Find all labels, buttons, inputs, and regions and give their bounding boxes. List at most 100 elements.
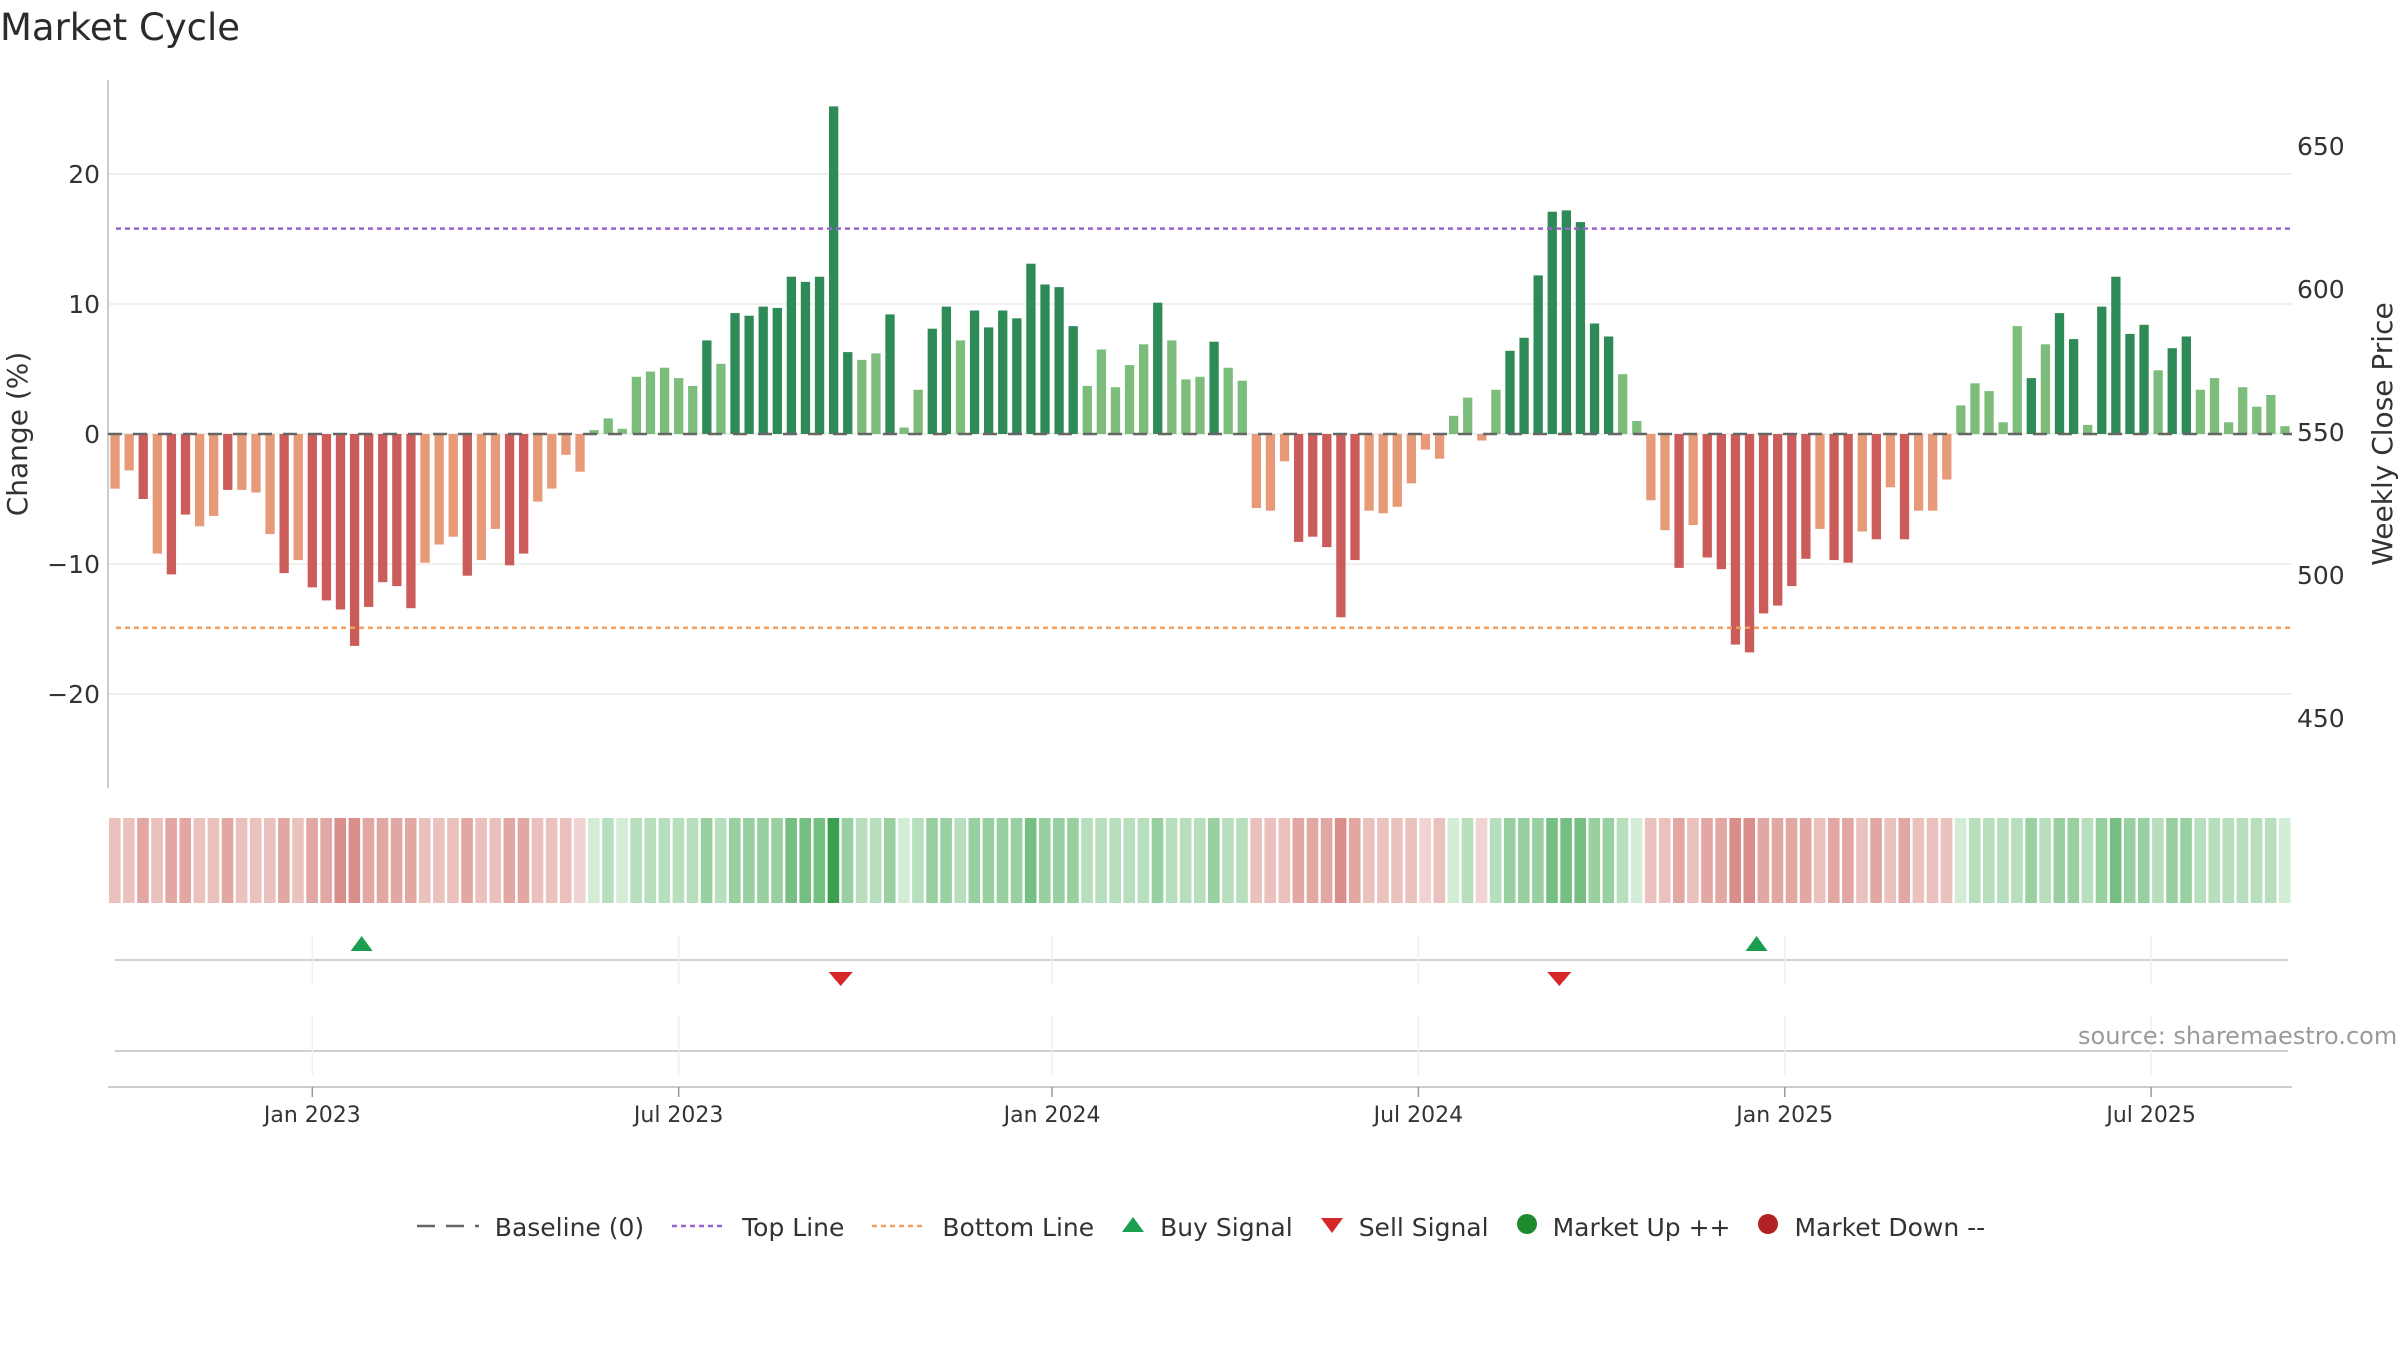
heat-cell [968,818,981,903]
heat-cell [1588,818,1601,903]
heat-cell [2138,818,2150,903]
heat-cell [531,818,544,903]
bar [1660,434,1670,531]
x-tick-label: Jan 2025 [1734,1103,1833,1128]
bar [293,434,303,561]
heat-cell [743,818,755,903]
heat-cell [1024,818,1037,903]
heat-cell [644,818,657,903]
heat-cell [2194,818,2206,903]
bar [1758,434,1769,614]
heat-cell [1363,818,1375,903]
heat-cell [1348,818,1361,903]
bar [1223,367,1233,434]
heat-cell [2166,818,2178,903]
y2-axis-label: Weekly Close Price [2366,302,2399,565]
bar [1012,318,1022,434]
heat-cell [376,818,389,903]
heat-cell [193,818,206,903]
x-tick-label: Jan 2024 [1002,1103,1101,1128]
bar [1237,380,1247,434]
bar [730,313,740,434]
heat-cell [1884,818,1896,903]
bar [744,315,754,434]
heat-cell [207,818,220,903]
heat-cell [630,818,642,903]
heat-cell [390,818,403,903]
heat-cell [573,818,586,903]
legend: Baseline (0) Top Line Bottom Line Buy Signa… [0,1212,2400,1242]
buy-signal-icon [1120,1213,1146,1242]
bar [1843,434,1853,563]
bar [2209,378,2220,434]
heat-cell [1771,818,1784,903]
heat-cell [1630,818,1643,903]
bar [1110,387,1121,434]
bar [674,378,684,434]
bar [1463,397,1473,434]
x-tick-label: Jul 2024 [1372,1103,1464,1128]
bar [871,353,881,434]
bar [124,434,134,471]
bar [1829,434,1839,561]
heat-cell [1616,818,1629,903]
bar [1688,434,1698,525]
x-tick-label: Jul 2025 [2104,1103,2196,1128]
bar [420,434,430,563]
legend-label: Baseline (0) [494,1212,645,1242]
bar [2111,276,2121,434]
heat-cell [1489,818,1502,903]
bar [1308,434,1318,537]
bar [955,340,966,434]
heat-cell [503,818,516,903]
heat-cell [757,818,769,903]
bar [2195,389,2206,434]
bar [1984,391,1994,434]
bar [786,276,797,434]
bar [321,434,332,601]
heat-cell [165,818,177,903]
legend-item-market-down: Market Down -- [1756,1212,1985,1242]
bar [1251,434,1262,509]
heat-cell [1419,818,1431,903]
heat-cell [489,818,502,903]
bar [1603,336,1614,434]
heat-cell [1856,818,1868,903]
bar [857,359,867,434]
legend-label: Buy Signal [1160,1212,1293,1242]
heat-cell [855,818,868,903]
heat-cell [1010,818,1023,903]
bar [1364,434,1374,511]
bar [547,434,557,489]
bar [1153,302,1163,434]
heat-cell [2067,818,2080,903]
bar [378,434,388,583]
heat-cell [1602,818,1615,903]
bar [1448,415,1459,434]
bar [1265,434,1276,511]
bar [364,434,374,607]
y2-tick-label: 500 [2297,561,2345,590]
heat-cell [1940,818,1953,903]
bar [533,434,543,502]
bar [2097,306,2107,434]
bar [1350,434,1360,561]
bar [209,434,219,516]
bar [1928,434,1938,511]
heat-cell [1532,818,1544,903]
heat-cell [123,818,135,903]
heat-cell [151,818,163,903]
y2-tick-label: 650 [2297,132,2345,161]
market-down-icon [1756,1212,1780,1242]
bar [138,434,148,499]
bar [843,352,853,434]
bar [519,434,529,554]
heat-cell [2278,818,2291,903]
heat-cell [982,818,995,903]
heat-cell [2081,818,2094,903]
heat-cell [2208,818,2221,903]
heat-cell [714,818,727,903]
heat-cell [2180,818,2192,903]
heat-cell [249,818,262,903]
heat-cell [1109,818,1122,903]
